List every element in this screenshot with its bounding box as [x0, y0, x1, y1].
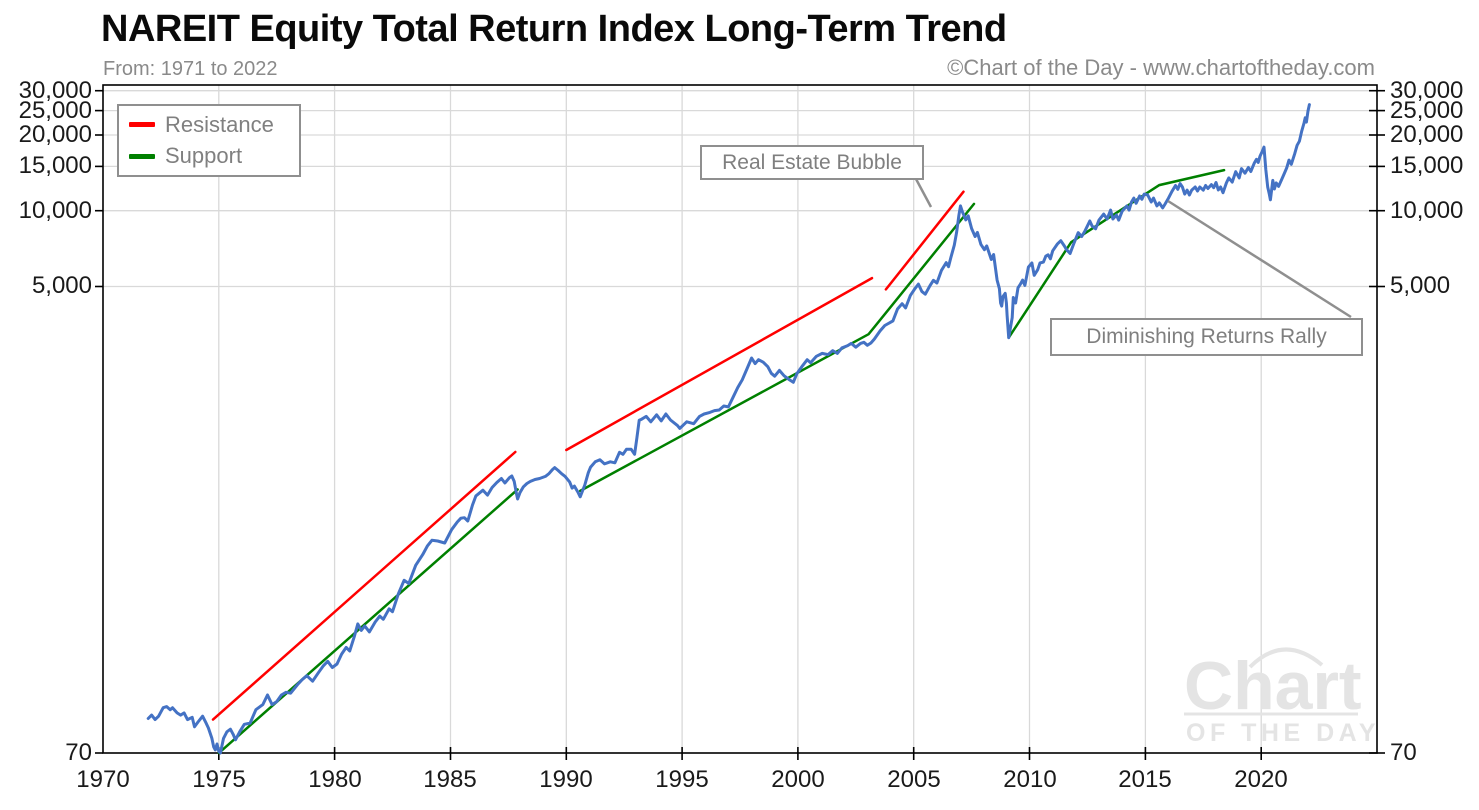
x-axis-label: 1970	[76, 766, 130, 793]
resistance-trendline	[211, 450, 517, 721]
x-axis-label: 1990	[539, 766, 593, 793]
plot-border	[102, 84, 1378, 754]
y-axis-label-left: 30,000	[18, 77, 92, 104]
y-axis-label-left: 5,000	[31, 272, 92, 299]
rally-pointer-line	[1167, 199, 1352, 319]
chart-of-the-day-watermark: Chart OF THE DAY	[1184, 647, 1380, 747]
y-axis-label-right: 20,000	[1390, 121, 1464, 148]
x-axis-label: 2010	[1003, 766, 1057, 793]
support-line-swatch	[129, 153, 155, 159]
legend-item-resistance: Resistance	[129, 112, 299, 138]
legend-label-resistance: Resistance	[165, 111, 274, 137]
legend: Resistance Support	[117, 104, 301, 177]
watermark-arc-icon	[1248, 647, 1324, 669]
bubble-pointer-line	[914, 178, 933, 208]
y-axis-label-right: 25,000	[1390, 97, 1464, 124]
x-axis-label: 2005	[887, 766, 941, 793]
y-axis-label-right: 10,000	[1390, 197, 1464, 224]
index-line	[146, 103, 1311, 755]
y-axis-label-left: 20,000	[18, 121, 92, 148]
watermark-subword: OF THE DAY	[1186, 719, 1380, 747]
resistance-trendline	[565, 276, 874, 452]
x-axis-label: 2000	[771, 766, 825, 793]
y-axis-label-left: 10,000	[18, 197, 92, 224]
annotation-diminishing-returns-rally: Diminishing Returns Rally	[1050, 318, 1363, 356]
support-trendline	[217, 488, 519, 755]
support-trendline	[578, 202, 976, 493]
copyright-text: ©Chart of the Day - www.chartoftheday.co…	[947, 55, 1375, 80]
resistance-line-swatch	[129, 122, 155, 128]
y-axis-label-right: 15,000	[1390, 152, 1464, 179]
x-axis-label: 1980	[308, 766, 362, 793]
x-axis-label: 1975	[192, 766, 246, 793]
y-axis-label-right: 70	[1390, 739, 1417, 766]
y-axis-label-left: 15,000	[18, 152, 92, 179]
y-axis-label-left: 25,000	[18, 97, 92, 124]
y-axis-label-right: 30,000	[1390, 77, 1464, 104]
y-axis-label-right: 5,000	[1390, 272, 1451, 299]
legend-item-support: Support	[129, 143, 299, 169]
watermark-word: Chart	[1184, 648, 1362, 724]
x-axis-label: 1985	[423, 766, 477, 793]
x-axis-label: 2020	[1234, 766, 1288, 793]
page-title: NAREIT Equity Total Return Index Long-Te…	[101, 8, 1007, 50]
support-trendline	[1007, 168, 1226, 339]
annotation-real-estate-bubble: Real Estate Bubble	[700, 145, 924, 180]
x-axis-label: 1995	[655, 766, 709, 793]
y-axis-label-left: 70	[65, 739, 92, 766]
date-range-subtitle: From: 1971 to 2022	[103, 58, 278, 80]
legend-label-support: Support	[165, 143, 243, 169]
resistance-trendline	[884, 190, 965, 291]
x-axis-label: 2015	[1118, 766, 1172, 793]
